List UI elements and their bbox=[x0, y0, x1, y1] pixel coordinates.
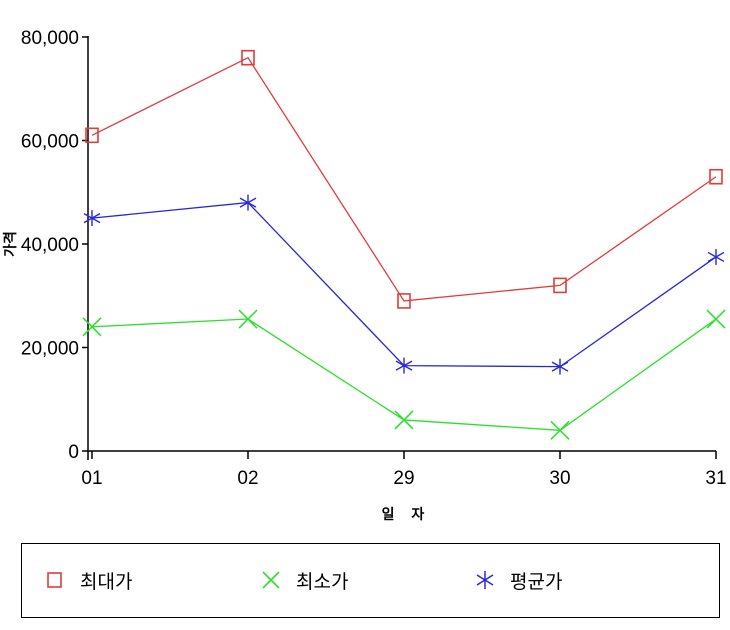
x-tick-label: 02 bbox=[237, 468, 258, 489]
chart-legend: 최대가 최소가 평균가 bbox=[21, 543, 720, 618]
legend-label-avg: 평균가 bbox=[510, 570, 563, 593]
data-point-asterisk bbox=[83, 210, 101, 227]
x-tick-label: 31 bbox=[705, 468, 726, 489]
series-line bbox=[91, 201, 717, 368]
legend-label-max: 최대가 bbox=[80, 570, 133, 593]
chart-axes: 0 20,000 40,000 60,000 80,000 01 02 29 30 31 bbox=[21, 28, 727, 489]
data-point-x bbox=[394, 410, 414, 430]
x-tick-label: 30 bbox=[549, 468, 570, 489]
data-point-x bbox=[706, 309, 726, 329]
legend-item-max: 최대가 bbox=[44, 544, 132, 616]
series-line bbox=[91, 318, 717, 431]
data-point-x bbox=[238, 309, 258, 329]
data-point-x bbox=[550, 420, 570, 440]
legend-item-min: 최소가 bbox=[260, 544, 348, 616]
square-marker-icon bbox=[44, 569, 66, 591]
data-point-asterisk bbox=[707, 248, 725, 265]
y-axis-title: 가격 bbox=[2, 231, 19, 257]
line-chart: 0 20,000 40,000 60,000 80,000 01 02 29 30 31 가격 일… bbox=[2, 28, 727, 523]
series-line bbox=[91, 56, 717, 302]
data-point-asterisk bbox=[395, 357, 413, 374]
legend-label-min: 최소가 bbox=[296, 570, 349, 593]
y-tick-label: 60,000 bbox=[21, 132, 79, 153]
x-axis-title: 일 자 bbox=[382, 507, 431, 523]
series-layer bbox=[82, 49, 726, 440]
y-tick-label: 40,000 bbox=[21, 235, 79, 256]
y-tick-label: 0 bbox=[68, 442, 79, 463]
asterisk-marker-icon bbox=[474, 569, 496, 591]
data-point-asterisk bbox=[551, 358, 569, 375]
data-point-asterisk bbox=[239, 194, 257, 211]
data-point-square bbox=[553, 277, 567, 294]
data-point-square bbox=[397, 293, 411, 309]
y-tick-label: 20,000 bbox=[21, 339, 79, 360]
data-point-square bbox=[709, 168, 723, 185]
data-point-square bbox=[85, 127, 99, 144]
x-marker-icon bbox=[260, 569, 282, 591]
y-tick-label: 80,000 bbox=[21, 28, 79, 49]
x-tick-label: 01 bbox=[81, 468, 102, 489]
legend-item-avg: 평균가 bbox=[474, 544, 562, 616]
data-point-square bbox=[241, 49, 255, 66]
x-tick-label: 29 bbox=[393, 468, 414, 489]
data-point-x bbox=[82, 317, 102, 337]
